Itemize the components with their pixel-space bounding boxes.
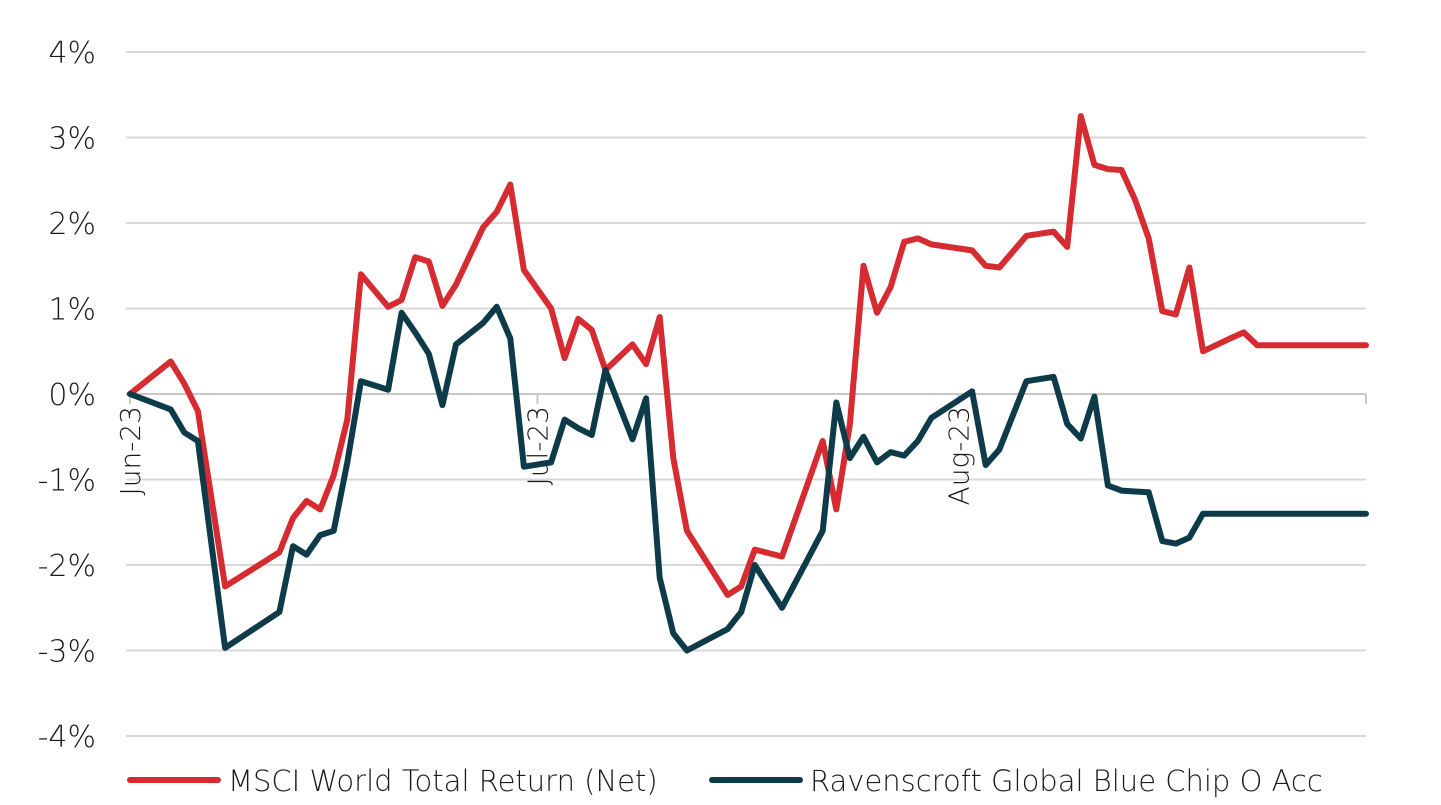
- y-tick-label: 3%: [48, 122, 96, 157]
- y-tick-label: -2%: [38, 549, 96, 584]
- legend: MSCI World Total Return (Net) Ravenscroft…: [127, 764, 1323, 798]
- legend-label-1: Ravenscroft Global Blue Chip O Acc: [810, 764, 1323, 798]
- y-tick-label: 2%: [48, 207, 96, 242]
- x-tick-label: Jun-23: [114, 406, 147, 495]
- y-tick-label: -3%: [38, 635, 96, 670]
- series-lines: [127, 113, 1369, 654]
- y-tick-label: -1%: [38, 464, 96, 499]
- x-tick-label: Jul-23: [521, 406, 554, 486]
- x-tick-label: Aug-23: [943, 406, 976, 505]
- y-axis-tick-labels: 4% 3% 2% 1% 0% -1% -2% -3% -4%: [38, 36, 96, 755]
- y-tick-label: 0%: [48, 378, 96, 413]
- legend-label-0: MSCI World Total Return (Net): [228, 764, 658, 798]
- y-tick-label: -4%: [38, 720, 96, 755]
- series-line-1: [127, 303, 1369, 654]
- y-tick-label: 4%: [48, 36, 96, 71]
- x-axis: Jun-23 Jul-23 Aug-23: [114, 393, 1367, 505]
- y-tick-label: 1%: [48, 293, 96, 328]
- series-line-0: [127, 113, 1369, 598]
